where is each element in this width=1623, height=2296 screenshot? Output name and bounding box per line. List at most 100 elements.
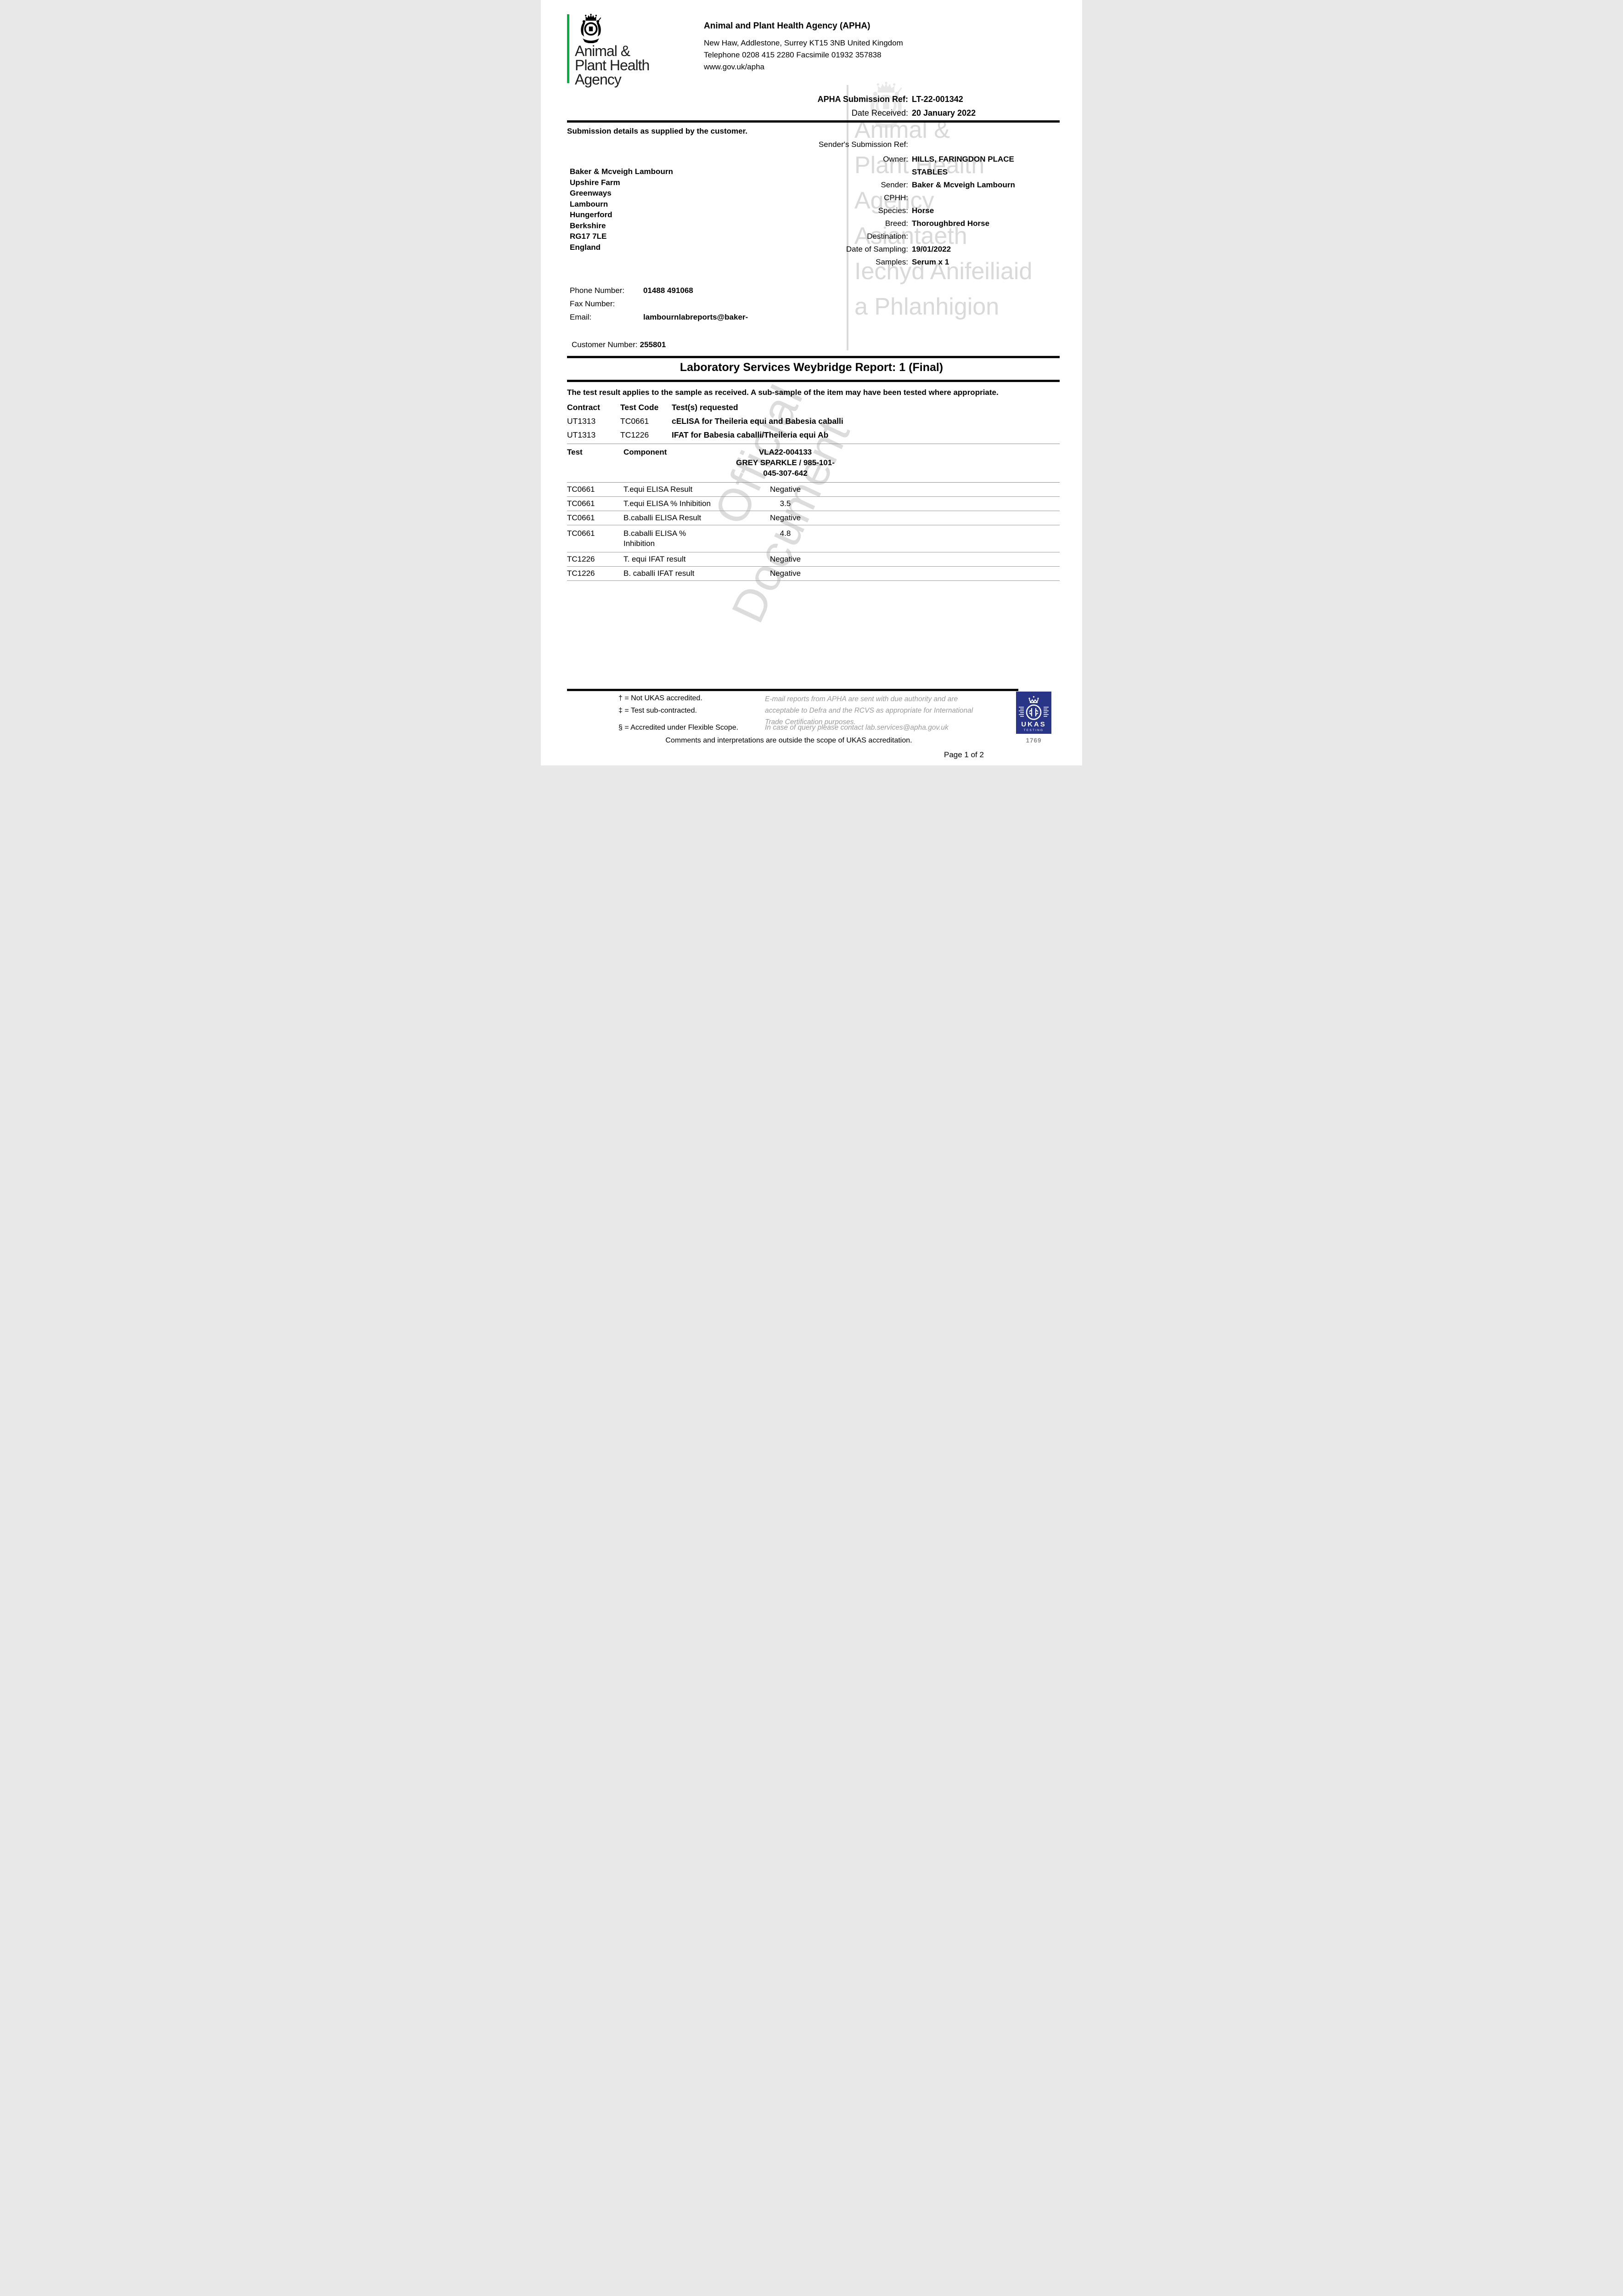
customer-address-block: Baker & Mcveigh Lambourn Upshire Farm Gr… [570, 166, 673, 253]
sample-ref: VLA22-004133 [758, 448, 812, 456]
ukas-key-1: † = Not UKAS accredited. [618, 694, 702, 702]
tests-requested-header: Test(s) requested [672, 403, 738, 412]
phone-value: 01488 491068 [643, 286, 693, 295]
address-line: Lambourn [570, 199, 608, 208]
contract-header: Contract [567, 403, 600, 412]
ukas-lab-number: 1769 [1026, 737, 1042, 744]
fax-value [643, 297, 748, 310]
divider-rule [567, 356, 1060, 358]
component-col-header: Component [623, 448, 667, 456]
results-header-row: Test Component VLA22-004133 GREY SPARKLE… [567, 444, 1060, 483]
watermark-divider-bar [847, 85, 848, 350]
owner-value: HILLS, FARINGDON PLACE STABLES [912, 155, 1014, 176]
submission-ref-block: APHA Submission Ref: LT-22-001342 Date R… [798, 95, 1031, 118]
result-value: Negative [769, 513, 801, 522]
address-line: Hungerford [570, 210, 612, 219]
address-line: Greenways [570, 189, 612, 197]
address-line: England [570, 242, 601, 252]
address-line: Berkshire [570, 221, 606, 230]
sample-animal: GREY SPARKLE / 985-101- [736, 458, 835, 467]
result-value: Negative [769, 485, 801, 494]
component-cell: T. equi IFAT result [623, 555, 686, 563]
watermark-line: a Phlanhigion [854, 293, 1000, 320]
test-cell: TC0661 [567, 529, 595, 538]
sample-note: The test result applies to the sample as… [567, 388, 999, 397]
query-contact-note: In case of query please contact lab.serv… [765, 724, 949, 732]
divider-rule [567, 120, 1060, 123]
results-table: Test Component VLA22-004133 GREY SPARKLE… [567, 444, 1060, 581]
logo-line: Plant Health [575, 57, 650, 73]
note-line: acceptable to Defra and the RCVS as appr… [765, 707, 973, 715]
test-cell: TC0661 [567, 485, 595, 494]
logo-line: Agency [575, 71, 622, 88]
sender-label: Sender: [881, 180, 908, 189]
note-line: E-mail reports from APHA are sent with d… [765, 695, 958, 703]
address-line: Upshire Farm [570, 178, 620, 187]
requested-test-row: UT1313 TC0661 cELISA for Theileria equi … [567, 414, 843, 428]
test-cell: TC1226 [567, 569, 595, 578]
fax-label: Fax Number: [570, 299, 615, 308]
watermark-line: Asiantaeth [854, 223, 967, 249]
report-title: Laboratory Services Weybridge Report: 1 … [680, 361, 943, 374]
requested-tests-table: Contract Test Code Test(s) requested UT1… [567, 400, 843, 442]
ukas-testing-icon: UKAS TESTING [1016, 692, 1051, 734]
breed-value: Thoroughbred Horse [912, 219, 990, 228]
watermark-line: Plant Health [854, 152, 985, 179]
agency-phone: Telephone 0208 415 2280 Facsimile 01932 … [704, 51, 882, 59]
test-name-cell: IFAT for Babesia caballi/Theileria equi … [672, 430, 829, 439]
requested-tests-header: Contract Test Code Test(s) requested [567, 400, 843, 414]
royal-crest-icon [581, 14, 601, 43]
customer-number-label: Customer Number: [572, 340, 638, 349]
component-cell: B.caballi ELISA Result [623, 513, 702, 522]
customer-contact-block: Phone Number: 01488 491068 Fax Number: E… [570, 284, 748, 324]
watermark-line: Iechyd Anifeiliaid [854, 258, 1033, 285]
cphh-label: CPHH: [884, 193, 908, 202]
component-cell: T.equi ELISA Result [623, 485, 693, 494]
email-label: Email: [570, 313, 592, 321]
agency-address: New Haw, Addlestone, Surrey KT15 3NB Uni… [704, 39, 903, 47]
breed-label: Breed: [885, 219, 908, 228]
agency-logo-text: Animal & Plant Health Agency [575, 43, 650, 88]
sample-animal-2: 045-307-642 [763, 469, 808, 478]
email-value: lambournlabreports@baker- [643, 313, 748, 321]
footer-rule [567, 689, 1018, 691]
agency-header-block: Animal and Plant Health Agency (APHA) Ne… [704, 21, 903, 73]
phone-label: Phone Number: [570, 286, 625, 295]
destination-value [912, 230, 1028, 243]
owner-label: Owner: [883, 155, 908, 163]
contract-cell: UT1313 [567, 416, 596, 426]
logo-line: Animal & [575, 43, 630, 59]
logo-green-bar [567, 14, 569, 83]
result-row: TC1226 T. equi IFAT result Negative [567, 552, 1060, 567]
ukas-badge: UKAS TESTING 1769 [1016, 692, 1051, 744]
component-cell: B.caballi ELISA % Inhibition [623, 529, 686, 548]
ukas-key-2: ‡ = Test sub-contracted. [618, 707, 697, 715]
note-line: Trade Certification purposes. [765, 718, 856, 726]
sample-col-header: VLA22-004133 GREY SPARKLE / 985-101- 045… [718, 447, 853, 478]
date-received-label: Date Received: [851, 108, 908, 118]
lab-report-page: Official Document Animal & Plant Health … [541, 0, 1082, 765]
result-row: TC0661 B.caballi ELISA % Inhibition 4.8 [567, 525, 1060, 552]
submission-ref-label: APHA Submission Ref: [817, 95, 908, 104]
result-value: 3.5 [780, 499, 791, 508]
result-value: Negative [769, 555, 801, 563]
result-row: TC0661 B.caballi ELISA Result Negative [567, 511, 1060, 525]
svg-text:TESTING: TESTING [1024, 729, 1044, 732]
result-row: TC1226 B. caballi IFAT result Negative [567, 567, 1060, 581]
species-value: Horse [912, 206, 934, 215]
test-cell: TC0661 [567, 499, 595, 508]
page-number: Page 1 of 2 [944, 750, 984, 759]
address-line: RG17 7LE [570, 232, 607, 241]
agency-name-watermark: Animal & Plant Health Agency Asiantaeth … [854, 113, 1032, 325]
agency-title: Animal and Plant Health Agency (APHA) [704, 21, 870, 31]
customer-number-value: 255801 [640, 340, 666, 349]
result-value: Negative [769, 569, 801, 578]
requested-test-row: UT1313 TC1226 IFAT for Babesia caballi/T… [567, 428, 843, 442]
divider-rule [567, 380, 1060, 382]
test-code-cell: TC0661 [620, 416, 649, 426]
submission-details-heading: Submission details as supplied by the cu… [567, 127, 747, 135]
test-cell: TC0661 [567, 513, 595, 522]
contract-cell: UT1313 [567, 430, 596, 439]
samples-value: Serum x 1 [912, 258, 949, 266]
result-row: TC0661 T.equi ELISA Result Negative [567, 483, 1060, 497]
